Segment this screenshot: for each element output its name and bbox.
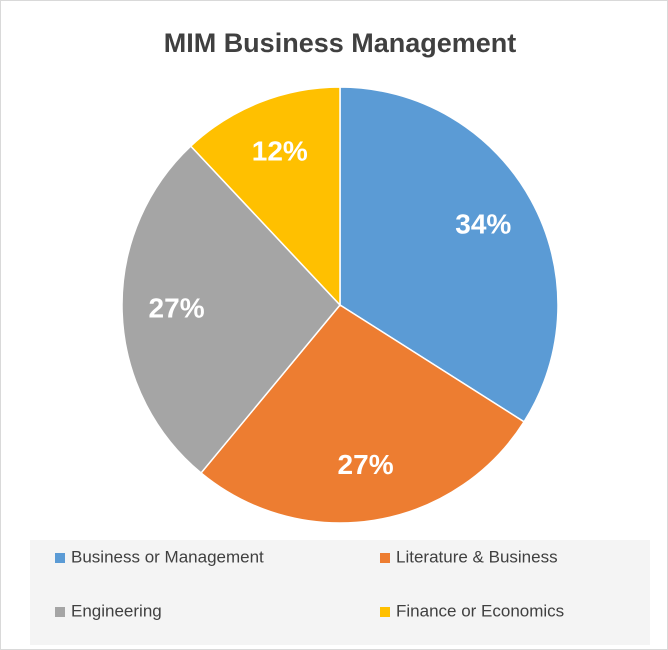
data-label: 27%	[149, 293, 205, 324]
legend-label: Business or Management	[71, 547, 264, 566]
data-label: 12%	[252, 135, 308, 166]
legend-label: Literature & Business	[396, 547, 558, 566]
pie-slice	[339, 86, 559, 423]
legend-label: Finance or Economics	[396, 601, 564, 620]
pie-slice	[121, 145, 341, 475]
data-label: 34%	[455, 209, 511, 240]
pie-slice	[189, 86, 341, 307]
pie-slice	[199, 304, 526, 524]
legend-swatch	[380, 607, 390, 617]
chart-title: MIM Business Management	[164, 28, 517, 58]
legend-swatch	[55, 553, 65, 563]
legend-label: Engineering	[71, 601, 162, 620]
legend-area	[30, 540, 650, 645]
legend-swatch	[380, 553, 390, 563]
legend-swatch	[55, 607, 65, 617]
data-label: 27%	[338, 449, 394, 480]
